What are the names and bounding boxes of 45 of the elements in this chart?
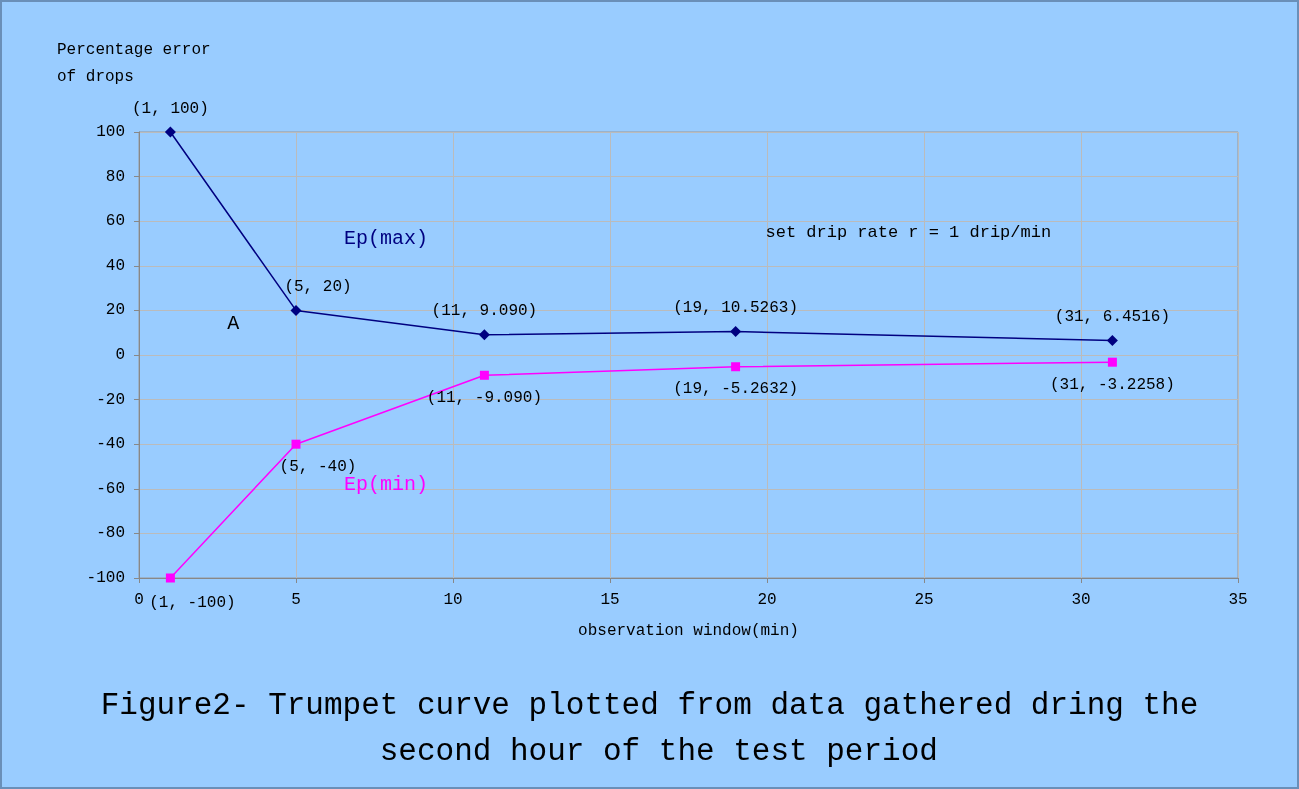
y-tick-label: 0 (115, 346, 125, 364)
point (730, 326, 742, 338)
annotation: set drip rate r = 1 drip/min (765, 222, 1052, 242)
y-tick-label: -100 (86, 569, 125, 587)
text: Ep(max) (344, 226, 429, 250)
data-label: (5, 20) (284, 277, 352, 296)
data-label: (19, -5.2632) (673, 380, 799, 399)
x-tick-label: 20 (757, 591, 777, 609)
data-label: (1, -100) (149, 593, 236, 612)
y-tick-label: 60 (105, 212, 125, 231)
point (290, 304, 302, 316)
y-tick-label: -60 (96, 479, 125, 498)
annotation: A (227, 312, 240, 336)
x-tick-label: 25 (914, 591, 934, 609)
data-label: (1, 100) (131, 99, 209, 118)
y-tick-label: 100 (96, 123, 125, 141)
y-tick-label: 20 (105, 301, 125, 320)
y-axis-title: Percentage error of drops (57, 40, 221, 86)
x-tick-label: 15 (600, 591, 620, 609)
y-tick-label: 80 (105, 167, 125, 186)
x-tick-label: 0 (134, 591, 144, 609)
y-tick-label: -20 (96, 390, 125, 409)
text: Figure2- Trumpet curve plotted from data gathered dring the second hour of the test period (100, 687, 1199, 769)
x-tick-label: 30 (1071, 591, 1091, 609)
x-axis-title: observation window(min) (578, 622, 799, 640)
y-tick-label: 40 (105, 256, 125, 275)
data-label: (31, -3.2258) (1049, 375, 1175, 394)
point (164, 126, 176, 138)
data-label: (19, 10.5263) (673, 299, 799, 318)
x-tick-label: 10 (443, 591, 463, 609)
point (731, 362, 741, 372)
point (478, 329, 490, 341)
y-tick-label: -80 (96, 524, 125, 543)
data-label: (31, 6.4516) (1054, 308, 1171, 327)
point (165, 573, 175, 583)
point (479, 370, 489, 380)
x-tick-label: 35 (1228, 591, 1248, 609)
data-label: (11, 9.090) (431, 302, 538, 321)
point (1107, 357, 1117, 367)
y-tick-label: -40 (96, 435, 125, 454)
data-label: (5, -40) (279, 457, 357, 476)
x-tick-label: 5 (291, 591, 301, 609)
point (1106, 335, 1118, 347)
data-label: (11, -9.090) (426, 388, 543, 407)
point (291, 439, 301, 449)
